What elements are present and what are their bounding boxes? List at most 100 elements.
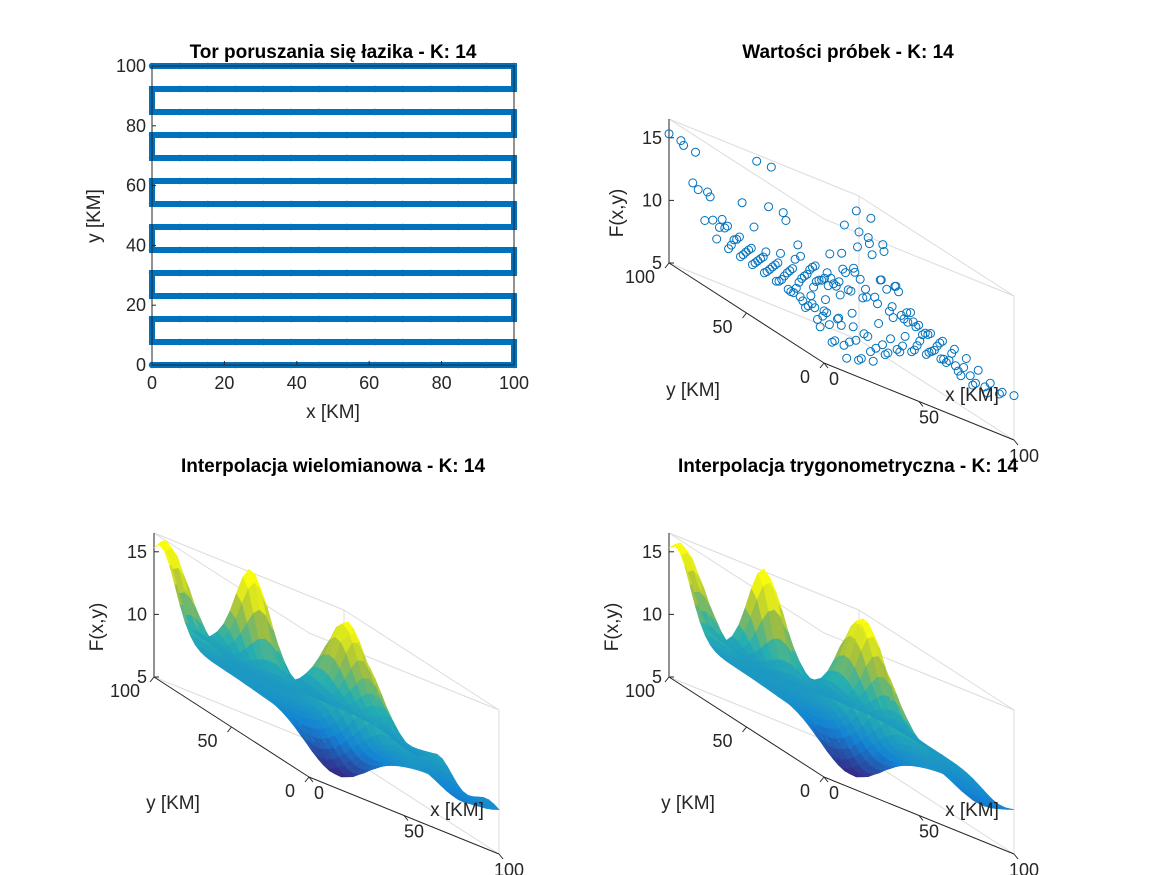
y-tick-mark: [819, 776, 825, 783]
path-sample-point: [232, 223, 239, 231]
path-sample-point: [455, 223, 462, 231]
path-sample-point: [371, 246, 378, 254]
grid-box-edge: [858, 753, 1015, 855]
path-sample-point: [204, 131, 211, 139]
chart-title-3: Interpolacja wielomianowa - K: 14: [181, 456, 486, 477]
z-tick-label: 5: [137, 667, 147, 687]
path-sample-point: [232, 246, 239, 254]
scatter-point: [855, 274, 865, 284]
scatter-point: [776, 248, 785, 258]
y-tick-label: 0: [285, 781, 295, 801]
scatter-point: [664, 129, 674, 139]
scatter-point: [825, 249, 835, 259]
path-sample-point: [371, 200, 378, 208]
surface-patch: [153, 539, 166, 549]
x-tick-label: 100: [1009, 446, 1039, 466]
scatter-point: [861, 284, 870, 294]
grid-box-edge: [343, 753, 500, 855]
path-sample-point: [343, 154, 351, 162]
y-tick-label: 50: [197, 731, 217, 751]
y-tick-label: 0: [800, 781, 810, 801]
scatter-point: [939, 354, 949, 364]
path-sample-point: [260, 200, 267, 208]
path-sample-point: [315, 131, 323, 139]
scatter-point: [748, 260, 757, 270]
z-axis-label-2: F(x,y): [607, 189, 628, 238]
path-sample-point: [399, 177, 406, 185]
scatter-point: [688, 178, 698, 188]
path-sample-point: [455, 200, 462, 208]
scatter-point: [859, 329, 869, 339]
y-tick-mark: [664, 262, 670, 269]
x-tick-label: 100: [499, 373, 529, 393]
scatter-point: [929, 345, 939, 355]
path-sample-point: [455, 269, 462, 277]
path-sample-point: [343, 269, 351, 277]
scatter-point: [938, 336, 947, 346]
path-sample-point: [427, 246, 434, 254]
scatter-point: [848, 322, 858, 332]
scatter-point: [878, 240, 888, 250]
scatter-point: [756, 254, 765, 264]
scatter-point: [746, 243, 756, 253]
path-sample-point: [176, 246, 183, 254]
scatter-point: [712, 234, 722, 244]
y-tick-label: 20: [126, 295, 146, 315]
path-sample-point: [427, 177, 434, 185]
grid-box-edge: [668, 262, 860, 341]
y-axis-label-2: y [KM]: [666, 380, 720, 401]
scatter-point: [785, 266, 795, 276]
scatter-point: [819, 306, 829, 316]
scatter-point: [819, 273, 829, 283]
scatter-point: [717, 214, 727, 224]
scatter-point: [830, 336, 840, 346]
x-tick-label: 0: [829, 369, 839, 389]
scatter-point: [790, 254, 800, 264]
path-sample-point: [288, 108, 295, 116]
path-sample-point: [371, 85, 378, 93]
path-sample-point: [371, 177, 378, 185]
path-sample-point: [176, 154, 183, 162]
path-sample-point: [260, 154, 267, 162]
axes-3d-2: 5 10 15 0 50 100 0 50 100: [625, 118, 1039, 466]
scatter-point: [773, 258, 783, 268]
path-sample-point: [176, 269, 183, 277]
x-tick-mark: [823, 776, 829, 783]
path-sample-point: [427, 292, 434, 300]
scatter-point: [856, 354, 866, 364]
x-tick-label: 60: [359, 373, 379, 393]
path-sample-point: [176, 131, 183, 139]
scatter-point: [895, 347, 905, 357]
path-sample-point: [371, 338, 378, 346]
scatter-point: [839, 220, 849, 230]
grid-box-edge: [858, 339, 1015, 441]
path-sample-point: [399, 85, 406, 93]
scatter-point: [823, 281, 833, 291]
path-sample-point: [343, 131, 351, 139]
scatter-point: [867, 250, 877, 260]
z-tick-label: 10: [127, 604, 147, 624]
scatter-point: [720, 223, 730, 233]
z-tick-label: 5: [652, 667, 662, 687]
scatter-point: [766, 162, 776, 172]
scatter-point: [871, 343, 881, 353]
scatter-point: [818, 311, 828, 321]
scatter-point: [1009, 391, 1019, 401]
path-sample-point: [260, 246, 267, 254]
grid-box-edge: [668, 532, 825, 634]
path-sample-point: [232, 131, 239, 139]
scatter-point: [944, 356, 954, 365]
scatter-point: [874, 319, 884, 328]
scatter-point: [983, 388, 992, 398]
scatter-point: [900, 331, 910, 341]
scatter-point: [732, 234, 742, 244]
path-sample-point: [343, 338, 351, 346]
subplot-polynomial-surface: Interpolacja wielomianowa - K: 14 5 10 15 0…: [87, 456, 524, 875]
y-tick-label: 50: [712, 317, 732, 337]
scatter-point: [700, 216, 710, 225]
scatter-points: [664, 129, 1019, 401]
x-tick-label: 100: [1009, 860, 1039, 875]
axes-3d-4: 5 10 15 0 50 100 0 50 100: [625, 532, 1039, 875]
scatter-point: [844, 337, 854, 347]
